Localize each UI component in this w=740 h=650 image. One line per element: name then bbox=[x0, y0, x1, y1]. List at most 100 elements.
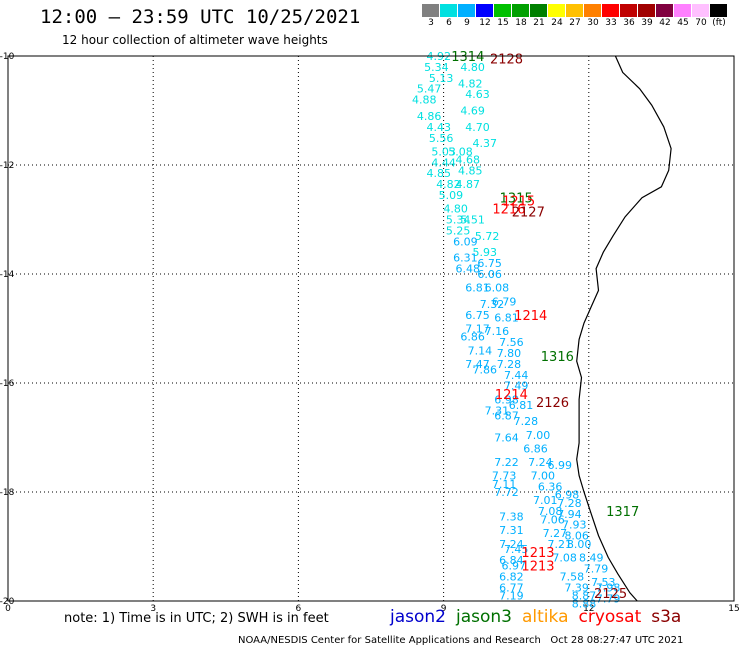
swh-value: 7.45 bbox=[504, 543, 529, 556]
colorbar-label: 33 bbox=[605, 18, 617, 28]
swh-value: 4.80 bbox=[443, 203, 468, 216]
swh-value: 4.69 bbox=[460, 105, 485, 118]
colorbar-swatch bbox=[620, 4, 638, 17]
swh-value: 4.82 bbox=[436, 178, 461, 191]
coastline bbox=[576, 55, 672, 602]
x-tick-label: 12 bbox=[583, 604, 594, 614]
swh-value: 4.82 bbox=[458, 77, 483, 90]
swh-value: 7.28 bbox=[557, 497, 582, 510]
colorbar-cell: 24 bbox=[548, 4, 566, 29]
swh-value: 4.87 bbox=[456, 178, 481, 191]
swh-value: 5.08 bbox=[448, 145, 473, 158]
colorbar-swatch bbox=[530, 4, 548, 17]
pass-time-label-cryosat: 1213 bbox=[521, 546, 554, 561]
footer-note: note: 1) Time is in UTC; 2) SWH is in fe… bbox=[64, 611, 329, 626]
swh-value: 7.21 bbox=[548, 538, 573, 551]
swh-value: 7.19 bbox=[499, 590, 524, 603]
swh-value: 6.31 bbox=[453, 252, 478, 265]
colorbar-cell: 45 bbox=[674, 4, 692, 29]
swh-value: 7.94 bbox=[557, 508, 582, 521]
y-tick-label: -20 bbox=[0, 597, 15, 607]
swh-value: 6.99 bbox=[548, 459, 573, 472]
colorbar-swatch bbox=[512, 4, 530, 17]
pass-time-label-jason3: 1316 bbox=[541, 350, 574, 365]
swh-value: 6.77 bbox=[499, 581, 524, 594]
colorbar-swatch bbox=[674, 4, 692, 17]
swh-value: 7.27 bbox=[543, 527, 568, 540]
colorbar-label: 6 bbox=[446, 18, 452, 28]
swh-value: 4.80 bbox=[460, 61, 485, 74]
pass-time-label-s3a: 2126 bbox=[536, 396, 569, 411]
x-tick-label: 0 bbox=[5, 604, 11, 614]
swh-value: 5.56 bbox=[429, 132, 454, 145]
swh-value: 7.58 bbox=[560, 570, 585, 583]
colorbar-swatch bbox=[458, 4, 476, 17]
swh-value: 6.06 bbox=[477, 268, 502, 281]
swh-value: 7.49 bbox=[504, 380, 529, 393]
colorbar-cell: 42 bbox=[656, 4, 674, 29]
legend-altika: altika bbox=[522, 607, 569, 627]
colorbar-cell: 18 bbox=[512, 4, 530, 29]
swh-value: 7.16 bbox=[485, 325, 510, 338]
swh-value: 7.14 bbox=[468, 344, 493, 357]
page-title: 12:00 – 23:59 UTC 10/25/2021 bbox=[40, 6, 361, 28]
y-tick-label: -12 bbox=[0, 161, 14, 171]
swh-value: 5.47 bbox=[417, 83, 442, 96]
colorbar-cell: 30 bbox=[584, 4, 602, 29]
y-tick-label: -18 bbox=[0, 488, 15, 498]
colorbar-cell: 6 bbox=[440, 4, 458, 29]
colorbar-cell: 21 bbox=[530, 4, 548, 29]
swh-value: 6.81 bbox=[465, 282, 490, 295]
legend-jason2: jason2 bbox=[390, 607, 446, 627]
colorbar-cell: 70 bbox=[692, 4, 710, 29]
swh-value: 7.01 bbox=[533, 494, 558, 507]
swh-value: 6.82 bbox=[499, 570, 524, 583]
swh-value: 7.93 bbox=[562, 519, 587, 532]
y-tick-label: -10 bbox=[0, 52, 15, 62]
swh-value: 4.37 bbox=[472, 137, 497, 150]
x-tick-label: 9 bbox=[441, 604, 447, 614]
satellite-legend: jason2 jason3 altika cryosat s3a bbox=[390, 607, 681, 627]
swh-value: 4.85 bbox=[458, 164, 483, 177]
swh-value: 6.09 bbox=[453, 235, 478, 248]
x-tick-label: 15 bbox=[728, 604, 739, 614]
y-tick-label: -14 bbox=[0, 270, 15, 280]
colorbar-swatch bbox=[422, 4, 440, 17]
swh-value: 7.08 bbox=[552, 551, 577, 564]
swh-value: 4.70 bbox=[465, 121, 490, 134]
colorbar-label: 12 bbox=[479, 18, 491, 28]
swh-value: 6.81 bbox=[509, 399, 534, 412]
swh-value: 6.81 bbox=[494, 312, 519, 325]
pass-time-label-cryosat: 1214 bbox=[495, 388, 528, 403]
colorbar-swatch bbox=[440, 4, 458, 17]
swh-value: 6.36 bbox=[538, 481, 563, 494]
map-frame bbox=[7, 55, 735, 602]
swh-value: 4.85 bbox=[427, 167, 452, 180]
colorbar-label: 9 bbox=[464, 18, 470, 28]
legend-s3a: s3a bbox=[651, 607, 682, 627]
colorbar-label: 24 bbox=[551, 18, 563, 28]
swh-value: 4.43 bbox=[427, 121, 452, 134]
colorbar-label: 18 bbox=[515, 18, 527, 28]
swh-value: 7.24 bbox=[528, 456, 553, 469]
swh-value: 7.79 bbox=[584, 562, 609, 575]
colorbar-cell: 9 bbox=[458, 4, 476, 29]
colorbar-cell: 12 bbox=[476, 4, 494, 29]
x-tick-label: 6 bbox=[296, 604, 302, 614]
colorbar-swatch bbox=[638, 4, 656, 17]
swh-value: 6.86 bbox=[523, 442, 548, 455]
swh-value: 7.44 bbox=[504, 369, 529, 382]
pass-time-label-jason3: 1314 bbox=[451, 50, 484, 65]
colorbar-label: 39 bbox=[641, 18, 653, 28]
colorbar-label: 36 bbox=[623, 18, 635, 28]
swh-value: 6.75 bbox=[477, 257, 502, 270]
axis-labels: 0 3 6 9 12 15-10-12-14-16-18-20 bbox=[0, 52, 740, 614]
colorbar-label: 3 bbox=[428, 18, 434, 28]
swh-value: 5.13 bbox=[429, 72, 454, 85]
swh-value: 8.87 bbox=[572, 590, 597, 603]
swh-value: 7.32 bbox=[480, 298, 505, 311]
colorbar-label: 70 bbox=[695, 18, 707, 28]
swh-value: 7.98 bbox=[596, 581, 621, 594]
swh-value: 4.44 bbox=[431, 156, 456, 169]
